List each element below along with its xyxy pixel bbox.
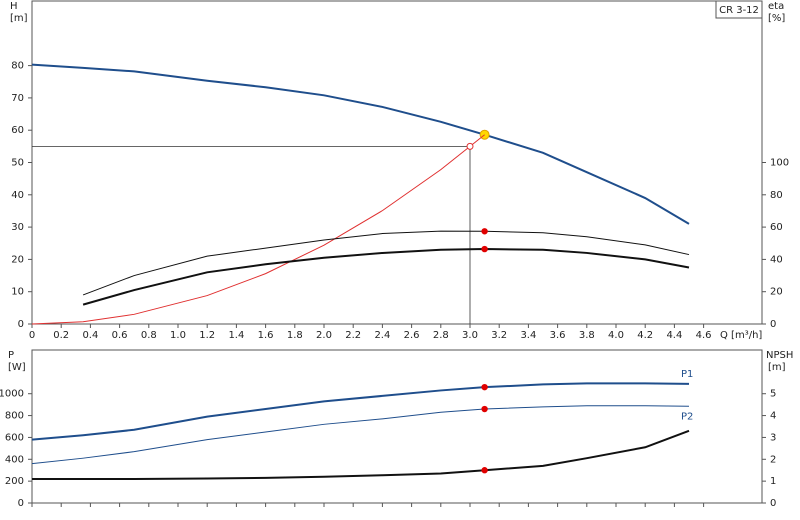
y-tick-label: 1000 [0,389,24,400]
top-frame [31,0,763,325]
y-tick-label: 200 [5,476,24,487]
x-tick-label: 3.0 [462,330,478,341]
y2-tick-label: 3 [770,432,776,443]
bottom-frame [31,349,763,504]
x-tick-label: 4.6 [696,330,712,341]
y-tick-label: 0 [18,498,24,509]
x-tick-label: 0.2 [53,330,69,341]
x-tick-label: 2.0 [316,330,332,341]
curve [31,382,690,441]
x-tick-label: 4.0 [608,330,624,341]
x-tick-label: 3.2 [491,330,507,341]
x-tick-label: 1.6 [258,330,274,341]
series-label: P1 [681,369,693,380]
operating-point [481,467,488,474]
y2-tick-label: 40 [770,254,783,265]
x-tick-label: 3.6 [550,330,566,341]
y2-tick-label: 0 [770,498,776,509]
curve [32,429,690,480]
y-tick-label: 20 [11,254,24,265]
y2-tick-label: 20 [770,287,783,298]
y-unit: [W] [8,362,26,373]
model-label: CR 3-12 [719,5,759,16]
y2-unit: [%] [768,13,785,24]
model-box [715,0,763,19]
y-unit: [m] [10,13,28,24]
operating-point [481,228,488,235]
x-tick-label: 4.4 [666,330,682,341]
y-tick-label: 600 [5,432,24,443]
operating-point [481,405,488,413]
x-tick-label: 0.8 [141,330,157,341]
y2-tick-label: 2 [770,454,776,465]
y2-tick-label: 80 [770,190,783,201]
y-tick-label: 60 [11,125,24,136]
curve [31,134,485,325]
operating-point [481,245,488,253]
y-tick-label: 50 [11,158,24,169]
y-tick-label: 70 [11,93,24,104]
operating-point [481,383,488,391]
x-tick-label: 1.0 [170,330,186,341]
x-tick-label: 3.8 [579,330,595,341]
y2-label: eta [768,1,784,12]
y-tick-label: 0 [18,319,24,330]
x-tick-label: 4.2 [637,330,653,341]
x-tick-label: 0.4 [82,330,98,341]
x-tick-label: 2.2 [345,330,361,341]
x-tick-label: 0 [29,330,35,341]
x-tick-label: 2.4 [374,330,390,341]
y2-tick-label: 100 [770,158,789,169]
curve [82,248,690,306]
y-tick-label: 800 [5,411,24,422]
y-tick-label: 80 [11,61,24,72]
y-tick-label: 40 [11,190,24,201]
y2-tick-label: 5 [770,389,776,400]
x-label: Q [m³/h] [720,330,762,341]
y2-tick-label: 4 [770,411,776,422]
y2-unit: [m] [768,362,786,373]
curve [82,230,690,296]
y-label: H [10,1,18,12]
series-label: P2 [681,411,693,422]
y-tick-label: 30 [11,222,24,233]
x-tick-label: 1.8 [287,330,303,341]
curve [31,63,690,225]
x-tick-label: 1.2 [199,330,215,341]
x-tick-label: 2.8 [433,330,449,341]
duty-point [466,142,474,150]
x-tick-label: 2.6 [404,330,420,341]
y2-tick-label: 60 [770,222,783,233]
y-tick-label: 10 [11,287,24,298]
y-label: P [8,350,14,361]
y-tick-label: 400 [5,454,24,465]
x-tick-label: 3.4 [520,330,536,341]
y2-tick-label: 0 [770,319,776,330]
curve [31,405,690,465]
x-tick-label: 0.6 [112,330,128,341]
y2-tick-label: 1 [770,476,776,487]
y2-label: NPSH [766,350,793,361]
x-tick-label: 1.4 [228,330,244,341]
